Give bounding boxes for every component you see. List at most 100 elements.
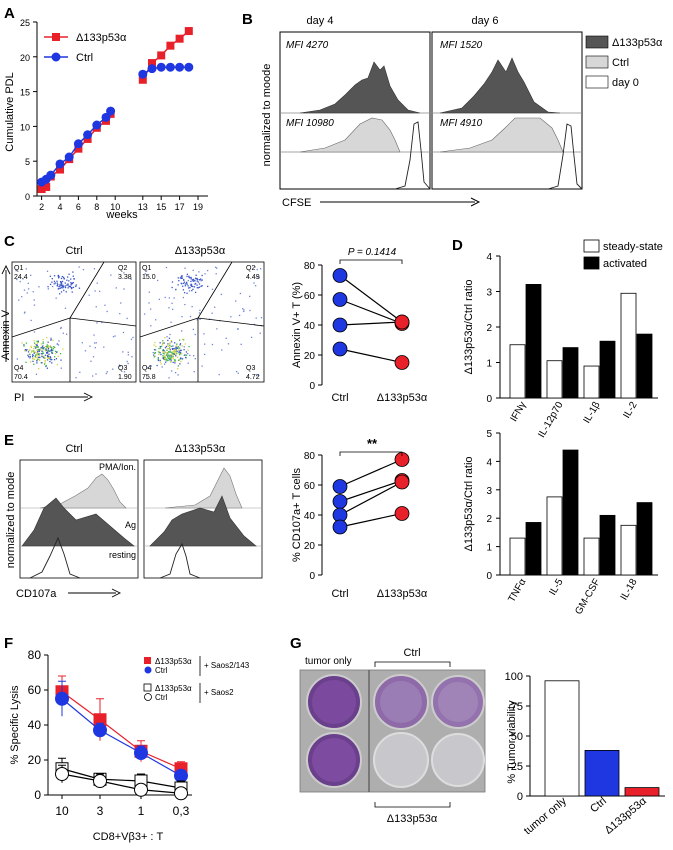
panel-f-line <box>61 691 182 770</box>
dot-d133 <box>170 357 172 359</box>
dot-ctrl <box>24 350 26 352</box>
dot-ctrl <box>95 342 97 344</box>
panel-d-ytick-label: 1 <box>486 359 492 370</box>
panel-d-xlabel: IL-2 <box>621 400 639 421</box>
dot-d133 <box>187 279 189 282</box>
dot-ctrl <box>62 285 64 288</box>
dot-ctrl <box>49 345 52 347</box>
dot-ctrl <box>42 345 44 347</box>
dot-ctrl <box>41 349 43 352</box>
dot-ctrl <box>47 357 49 359</box>
dot-d133 <box>165 354 168 357</box>
dot-d133 <box>148 291 150 293</box>
dot-ctrl <box>71 282 73 285</box>
dot-ctrl <box>43 363 46 365</box>
dot-ctrl <box>122 351 124 353</box>
dot-ctrl <box>62 348 64 350</box>
dot-d133 <box>155 345 157 348</box>
dot-ctrl <box>32 350 34 352</box>
dot-d133 <box>162 357 164 360</box>
dot-ctrl <box>49 275 52 277</box>
dot-d133 <box>182 339 185 341</box>
dot-d133 <box>162 356 164 359</box>
dot-d133 <box>203 333 205 335</box>
dot-d133 <box>196 278 199 280</box>
panel-d-xlabel: IL-18 <box>619 577 640 603</box>
dot-d133 <box>189 277 191 279</box>
dot-ctrl <box>47 354 49 356</box>
dot-d133 <box>156 279 159 282</box>
dot-d133 <box>179 354 181 356</box>
dot-d133 <box>190 276 192 279</box>
dot-ctrl <box>70 282 72 284</box>
panel-e-label-pma: PMA/Ion. <box>99 462 136 472</box>
paired-line <box>339 458 403 488</box>
q1-label-ctrl: Q1 <box>14 265 23 272</box>
hist-d133-day6 <box>439 57 561 114</box>
dot-d133 <box>167 339 169 342</box>
dot-ctrl <box>66 284 68 286</box>
panel-a-marker-d133 <box>74 144 83 153</box>
dot-ctrl <box>52 348 55 350</box>
dot-d133 <box>160 363 162 365</box>
dot-d133 <box>256 276 259 278</box>
dot-d133 <box>216 267 218 269</box>
dot-ctrl <box>36 340 38 342</box>
dot-ctrl <box>37 349 39 351</box>
dot-d133 <box>187 285 189 287</box>
dot-d133 <box>238 314 241 317</box>
dot-ctrl <box>48 356 50 358</box>
dot-ctrl <box>42 356 45 358</box>
dot-d133 <box>164 356 166 359</box>
dot-d133 <box>196 287 198 289</box>
dot-ctrl <box>63 286 65 288</box>
dot-ctrl <box>110 274 112 276</box>
panel-d-bar-activated <box>562 449 579 576</box>
dot-d133 <box>193 286 196 288</box>
panel-a-marker-ctrl <box>156 62 166 72</box>
panel-a-xtick-label: 4 <box>57 202 62 212</box>
dot-d133 <box>181 275 183 277</box>
dot-ctrl <box>62 287 64 289</box>
dot-ctrl <box>61 280 64 283</box>
dot-d133 <box>170 359 172 362</box>
dot-d133 <box>187 362 189 364</box>
dot-ctrl <box>45 350 47 352</box>
dot-d133 <box>184 285 187 287</box>
panel-d-bar-activated <box>599 514 616 576</box>
dot-d133 <box>192 328 195 331</box>
dot-ctrl <box>38 356 40 359</box>
dot-d133 <box>188 276 190 278</box>
dot-ctrl <box>131 356 133 358</box>
dot-ctrl <box>41 350 43 353</box>
dot-d133 <box>174 359 176 361</box>
dot-ctrl <box>130 278 132 280</box>
dot-ctrl <box>53 280 56 282</box>
dot-ctrl <box>42 352 45 354</box>
dot-d133 <box>159 359 161 362</box>
paired-line <box>339 298 403 325</box>
dot-d133 <box>230 316 232 318</box>
panel-b-histograms: day 4 day 6 normalized to moode MFI 4270… <box>261 15 663 209</box>
q4-value-ctrl: 70.4 <box>14 374 28 381</box>
panel-f-legend-4: Ctrl <box>155 693 168 702</box>
dot-ctrl <box>45 351 48 354</box>
dot-ctrl <box>45 347 48 349</box>
dot-d133 <box>158 298 161 301</box>
dot-ctrl <box>79 371 81 373</box>
dot-d133 <box>179 352 181 354</box>
dot-ctrl <box>56 282 58 284</box>
panel-d-xlabel: TNFα <box>506 577 528 605</box>
dot-ctrl <box>45 365 47 368</box>
dot-ctrl <box>67 287 69 289</box>
panel-a-xtick-label: 13 <box>138 202 148 212</box>
dot-ctrl <box>37 358 39 360</box>
dot-d133 <box>178 347 181 349</box>
dot-d133 <box>235 370 238 373</box>
mfi-label-3: MFI 10980 <box>286 118 334 129</box>
panel-e-histograms: Ctrl Δ133p53α PMA/Ion. Ag resting normal… <box>5 443 263 600</box>
dot-d133 <box>167 357 170 359</box>
q3-label-d133: Q3 <box>246 365 255 372</box>
